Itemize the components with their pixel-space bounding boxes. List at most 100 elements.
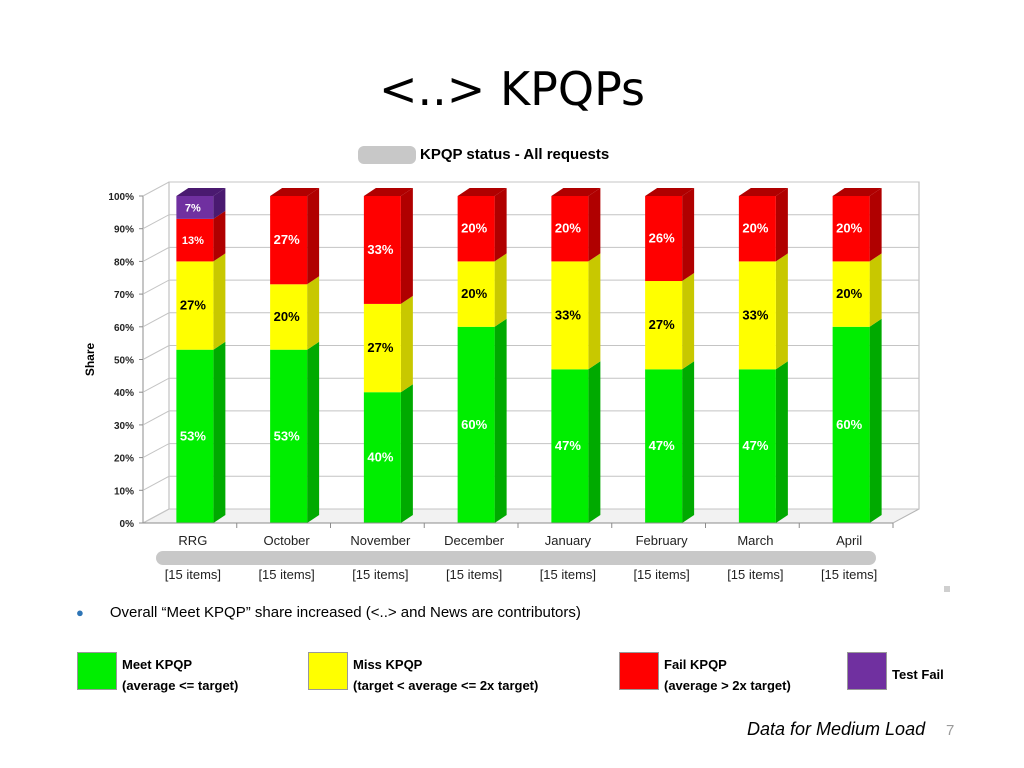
bar-side-fail xyxy=(400,188,413,304)
bar-side-meet xyxy=(213,341,226,523)
bar-side-fail xyxy=(869,188,882,262)
bar-side-miss xyxy=(588,253,601,370)
data-label-miss: 27% xyxy=(367,340,393,355)
chart-floor xyxy=(142,508,920,524)
data-label-meet: 47% xyxy=(742,438,768,453)
bullet-icon: ● xyxy=(76,605,84,620)
x-tick-label: October xyxy=(264,533,311,548)
legend-label-miss: Miss KPQP (target < average <= 2x target) xyxy=(353,657,539,693)
bar-side-meet xyxy=(307,341,320,523)
data-label-meet: 47% xyxy=(555,438,581,453)
data-label-fail: 20% xyxy=(555,221,581,236)
bar-side-miss xyxy=(494,253,507,327)
bar-side-fail xyxy=(213,210,226,262)
bar-side-fail xyxy=(307,188,320,285)
bar-side-miss xyxy=(213,253,226,350)
bar-segment-fail xyxy=(176,218,214,262)
y-tick-label: 90% xyxy=(114,225,134,236)
bar-segment-meet xyxy=(832,326,870,523)
bar-segment-miss xyxy=(832,261,870,327)
data-label-fail: 26% xyxy=(649,231,675,246)
bar-segment-miss xyxy=(645,281,683,370)
bar-side-fail xyxy=(494,188,507,262)
data-label-miss: 27% xyxy=(180,298,206,313)
data-label-meet: 47% xyxy=(649,438,675,453)
bar-segment-test_fail xyxy=(176,196,214,219)
decorative-square xyxy=(944,586,950,592)
x-tick-label: March xyxy=(737,533,773,548)
bar-top-fail xyxy=(457,188,507,196)
footer-note: Data for Medium Load xyxy=(747,719,926,739)
bar-side-test_fail xyxy=(213,188,226,219)
y-tick-label: 70% xyxy=(114,290,134,301)
y-axis-label: Share xyxy=(83,343,97,377)
data-label-miss: 27% xyxy=(649,317,675,332)
data-label-meet: 60% xyxy=(461,417,487,432)
x-sub-label: [15 items] xyxy=(727,567,783,582)
legend-swatch-miss xyxy=(308,652,348,690)
x-sub-label: [15 items] xyxy=(633,567,689,582)
bar-side-meet xyxy=(400,384,413,523)
y-tick-label: 100% xyxy=(108,192,134,203)
data-label-test_fail: 7% xyxy=(185,202,201,214)
bar-side-meet xyxy=(682,361,695,523)
legend-label-meet: Meet KPQP (average <= target) xyxy=(122,657,239,693)
data-label-fail: 20% xyxy=(742,221,768,236)
y-tick-label: 60% xyxy=(114,323,134,334)
legend-label-test-fail: Test Fail xyxy=(892,667,944,682)
y-tick-label: 50% xyxy=(114,356,134,367)
redacted-block xyxy=(358,146,416,165)
legend-swatch-test-fail xyxy=(847,652,887,690)
bar-segment-fail xyxy=(551,196,589,262)
data-label-fail: 13% xyxy=(182,235,204,247)
x-sub-label: [15 items] xyxy=(258,567,314,582)
y-tick-label: 30% xyxy=(114,421,134,432)
x-sub-label: [15 items] xyxy=(165,567,221,582)
bar-segment-miss xyxy=(738,261,776,370)
bar-segment-meet xyxy=(176,349,214,523)
data-label-fail: 33% xyxy=(367,242,393,257)
legend-swatch-fail xyxy=(619,652,659,690)
bar-segment-meet xyxy=(270,349,308,523)
bar-top-fail xyxy=(738,188,788,196)
data-label-meet: 60% xyxy=(836,417,862,432)
bar-top-fail xyxy=(645,188,695,196)
data-label-miss: 33% xyxy=(555,307,581,322)
bar-top-fail xyxy=(832,188,882,196)
data-label-meet: 40% xyxy=(367,450,393,465)
y-tick-label: 20% xyxy=(114,454,134,465)
data-label-meet: 53% xyxy=(274,428,300,443)
bullet-text: Overall “Meet KPQP” share increased (<..… xyxy=(109,604,581,621)
bar-segment-fail xyxy=(457,196,495,262)
bar-side-fail xyxy=(682,188,695,282)
redacted-bar xyxy=(156,551,876,565)
slide-title: <..> KPQPs xyxy=(379,62,645,116)
bar-segment-fail xyxy=(645,196,683,282)
chart-title-text: KPQP status - All requests xyxy=(420,146,610,163)
page-number: 7 xyxy=(946,722,955,739)
x-tick-label: April xyxy=(836,533,862,548)
bar-segment-miss xyxy=(551,261,589,370)
bar-segment-miss xyxy=(270,284,308,350)
x-tick-label: January xyxy=(545,533,592,548)
x-tick-label: RRG xyxy=(178,533,207,548)
bar-top-fail xyxy=(551,188,601,196)
bar-side-meet xyxy=(588,361,601,523)
bar-segment-meet xyxy=(738,369,776,523)
x-tick-label: December xyxy=(444,533,505,548)
bar-top-test_fail xyxy=(176,188,226,196)
x-sub-label: [15 items] xyxy=(352,567,408,582)
gridline xyxy=(142,181,919,197)
bar-segment-miss xyxy=(457,261,495,327)
data-label-fail: 20% xyxy=(461,221,487,236)
bar-segment-meet xyxy=(551,369,589,523)
bar-segment-meet xyxy=(645,369,683,523)
legend-swatch-meet xyxy=(77,652,117,690)
y-tick-label: 0% xyxy=(120,519,135,530)
bar-segment-meet xyxy=(363,392,401,523)
legend-label-fail: Fail KPQP (average > 2x target) xyxy=(664,657,791,693)
y-tick-label: 10% xyxy=(114,486,134,497)
bar-segment-miss xyxy=(363,303,401,393)
bar-side-meet xyxy=(869,318,882,523)
data-label-miss: 20% xyxy=(461,286,487,301)
